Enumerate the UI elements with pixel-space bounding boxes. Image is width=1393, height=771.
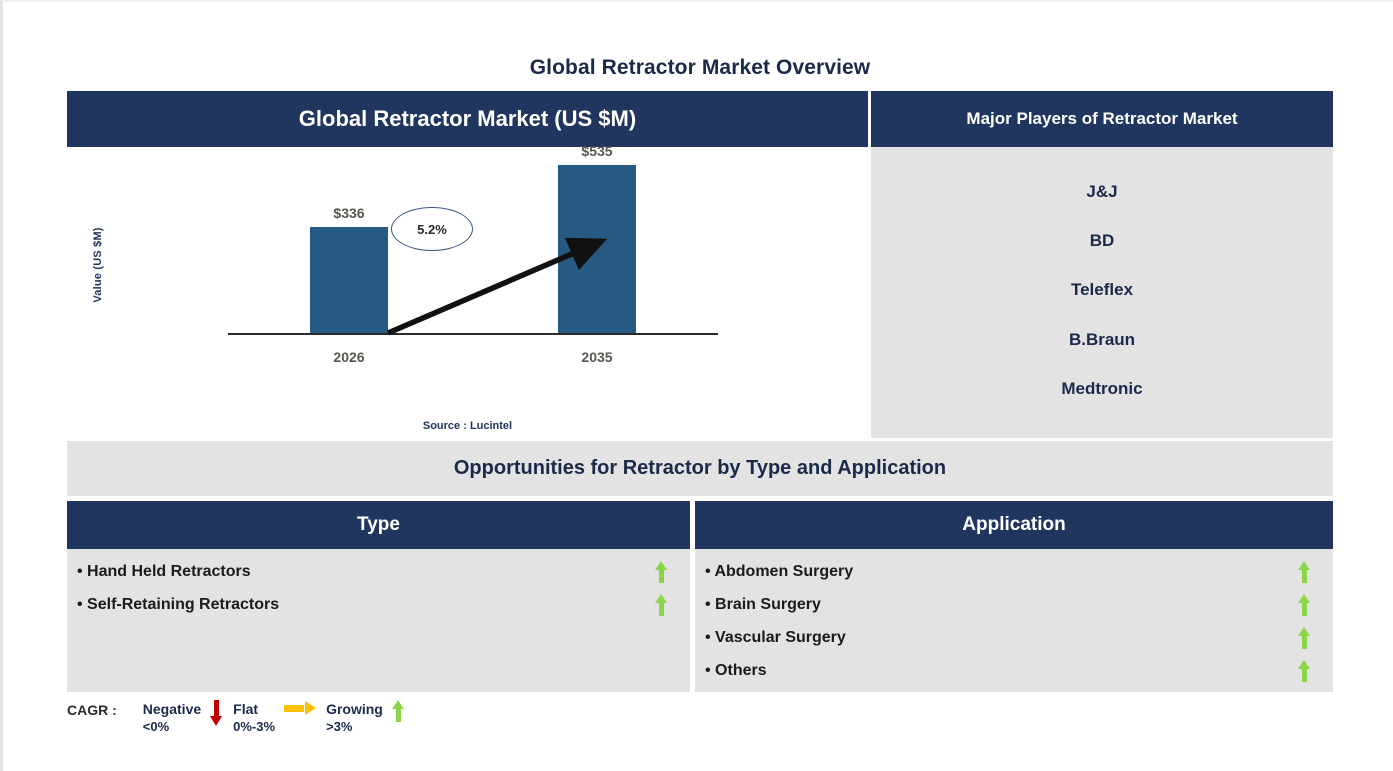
opportunities-banner: Opportunities for Retractor by Type and … — [67, 441, 1333, 496]
x-axis-line — [228, 333, 718, 335]
cagr-flat-text: Flat 0%-3% — [233, 700, 275, 736]
application-item-label: • Vascular Surgery — [705, 628, 846, 646]
cagr-callout-bubble: 5.2% — [391, 207, 473, 251]
arrow-up-green-icon — [655, 560, 668, 583]
arrow-up-green-icon — [1298, 626, 1311, 649]
list-item: Teleflex — [1070, 280, 1134, 300]
list-item: • Vascular Surgery — [695, 621, 1333, 654]
chart-source-label: Source : Lucintel — [422, 420, 513, 432]
x-tick-2035: 2035 — [581, 349, 613, 365]
arrow-up-green-icon — [1298, 593, 1311, 616]
list-item: • Hand Held Retractors — [67, 555, 690, 588]
major-players-panel: Major Players of Retractor Market J&J BD… — [871, 91, 1333, 438]
cagr-legend-item-negative: Negative <0% — [143, 700, 223, 736]
cagr-negative-text: Negative <0% — [143, 700, 201, 736]
application-item-label: • Brain Surgery — [705, 595, 821, 613]
arrow-up-green-icon — [1298, 659, 1311, 682]
cagr-legend: CAGR : Negative <0% Flat 0%-3% Growing >… — [67, 700, 415, 736]
list-item: • Others — [695, 654, 1333, 687]
cagr-growing-text: Growing >3% — [326, 700, 383, 736]
application-panel-header: Application — [695, 501, 1333, 549]
bar-plot: $336 $535 2026 2035 5.2% — [228, 143, 718, 423]
market-chart-panel: Global Retractor Market (US $M) Value (U… — [67, 91, 868, 438]
arrow-right-amber-icon — [284, 700, 317, 716]
cagr-growing-range: >3% — [326, 719, 353, 735]
cagr-negative-range: <0% — [142, 719, 170, 735]
arrow-down-red-icon — [210, 700, 223, 726]
x-tick-2026: 2026 — [333, 349, 365, 365]
chart-panel-header: Global Retractor Market (US $M) — [67, 91, 868, 147]
growth-trend-arrow-icon — [386, 237, 608, 336]
bar-value-2035: $535 — [581, 143, 613, 159]
cagr-flat-name: Flat — [233, 701, 259, 717]
list-item: Medtronic — [1061, 378, 1143, 398]
list-item: BD — [1089, 231, 1115, 251]
type-item-label: • Hand Held Retractors — [77, 562, 251, 580]
arrow-up-green-icon — [391, 700, 405, 722]
cagr-flat-range: 0%-3% — [233, 719, 276, 735]
bar-2035 — [558, 165, 636, 333]
y-axis-label: Value (US $M) — [92, 227, 104, 303]
cagr-negative-name: Negative — [142, 701, 202, 717]
bar-2026 — [310, 227, 388, 333]
arrow-up-green-icon — [655, 593, 668, 616]
type-panel-header: Type — [67, 501, 690, 549]
list-item: J&J — [1086, 182, 1118, 202]
type-item-label: • Self-Retaining Retractors — [77, 595, 280, 613]
cagr-legend-item-growing: Growing >3% — [326, 700, 405, 736]
type-list: • Hand Held Retractors • Self-Retaining … — [67, 549, 690, 621]
players-panel-header: Major Players of Retractor Market — [871, 91, 1333, 147]
players-list: J&J BD Teleflex B.Braun Medtronic — [871, 147, 1333, 438]
cagr-legend-item-flat: Flat 0%-3% — [233, 700, 317, 736]
application-panel: Application • Abdomen Surgery • Brain Su… — [695, 501, 1333, 692]
application-item-label: • Abdomen Surgery — [705, 562, 854, 580]
list-item: • Self-Retaining Retractors — [67, 588, 690, 621]
application-item-label: • Others — [705, 661, 767, 679]
arrow-up-green-icon — [1298, 560, 1311, 583]
application-list: • Abdomen Surgery • Brain Surgery • Vasc… — [695, 549, 1333, 687]
list-item: • Brain Surgery — [695, 588, 1333, 621]
type-panel: Type • Hand Held Retractors • Self-Retai… — [67, 501, 690, 692]
list-item: • Abdomen Surgery — [695, 555, 1333, 588]
cagr-legend-title: CAGR : — [67, 702, 117, 718]
cagr-growing-name: Growing — [326, 701, 383, 717]
chart-body: Value (US $M) $336 $535 2026 2035 — [67, 143, 868, 438]
list-item: B.Braun — [1068, 329, 1136, 349]
bar-value-2026: $336 — [333, 205, 365, 221]
page-title: Global Retractor Market Overview — [529, 56, 871, 79]
